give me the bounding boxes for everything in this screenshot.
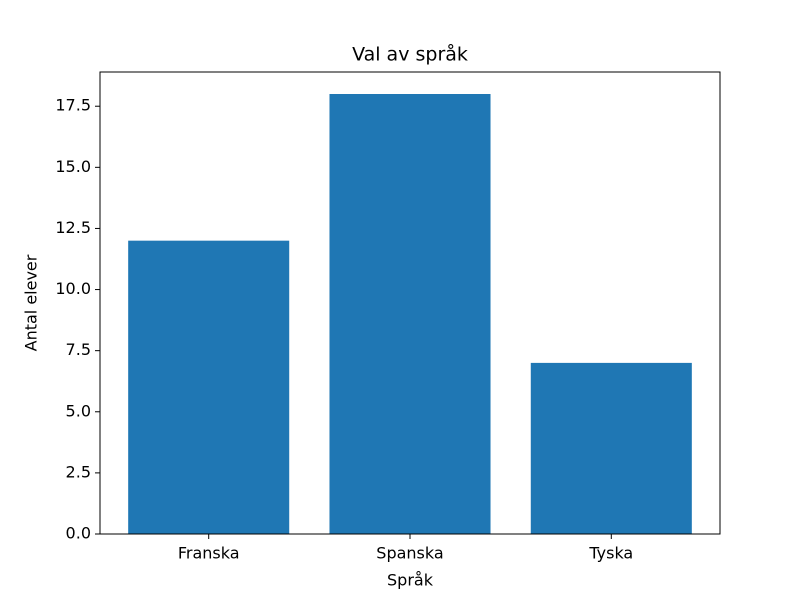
bar <box>128 240 290 534</box>
y-axis-label: Antal elever <box>22 254 41 351</box>
x-tick-label: Tyska <box>588 544 633 563</box>
chart-title: Val av språk <box>352 43 468 66</box>
x-tick-label: Spanska <box>376 544 443 563</box>
y-tick-label: 0.0 <box>66 524 91 543</box>
x-tick-label: Franska <box>178 544 240 563</box>
plot-frame <box>99 71 721 535</box>
y-tick-label: 2.5 <box>66 462 91 481</box>
y-tick-label: 10.0 <box>55 279 91 298</box>
bar <box>329 94 491 534</box>
y-tick-label: 17.5 <box>55 96 91 115</box>
y-tick-label: 12.5 <box>55 218 91 237</box>
y-tick-label: 5.0 <box>66 401 91 420</box>
bar <box>530 362 692 534</box>
y-tick-label: 15.0 <box>55 157 91 176</box>
y-tick-label: 7.5 <box>66 340 91 359</box>
x-axis-label: Språk <box>387 571 434 590</box>
